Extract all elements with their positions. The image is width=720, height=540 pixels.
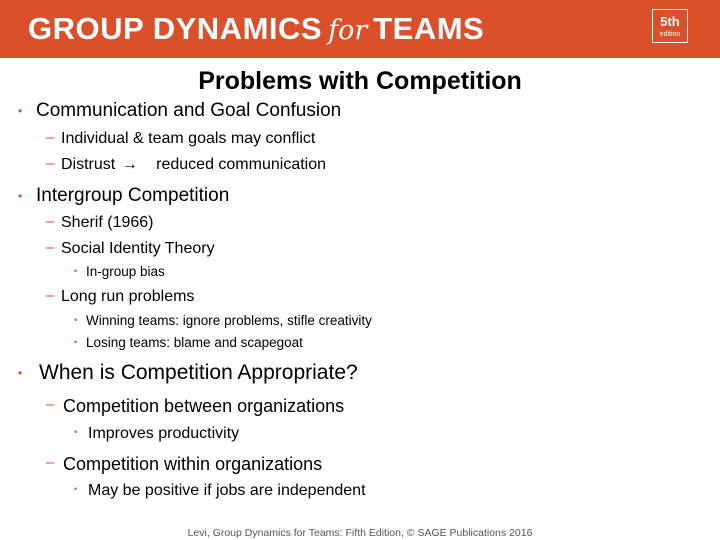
bullet-dash: –	[46, 129, 55, 146]
sub-bullet-item: Distrust → reduced communication	[61, 155, 326, 175]
book-title-part2: TEAMS	[373, 11, 485, 46]
arrow-icon: →	[121, 156, 138, 173]
bullet-item: Communication and Goal Confusion	[36, 100, 342, 121]
sub-bullet-item: Competition within organizations	[63, 454, 323, 474]
bullet-dot: •	[18, 189, 23, 203]
sub-bullet-item: Competition between organizations	[63, 396, 345, 416]
sub-bullet-item: Social Identity Theory	[61, 240, 215, 257]
sub-sub-bullet-item: Winning teams: ignore problems, stifle c…	[86, 313, 372, 328]
bullet-item: Intergroup Competition	[36, 185, 230, 206]
header-banner: GROUP DYNAMICS for TEAMS 5th edition	[0, 0, 720, 58]
bullet-dash: –	[46, 454, 55, 471]
edition-label: edition	[659, 31, 681, 38]
bullet-dash: –	[46, 287, 55, 304]
sub-bullet-item: Sherif (1966)	[61, 214, 154, 231]
bullet-dash: –	[46, 155, 55, 172]
bullet-dot-small: •	[74, 427, 78, 437]
sub-bullet-item: Long run problems	[61, 288, 195, 305]
sub-bullet-item: Individual & team goals may conflict	[61, 130, 316, 147]
bullet-dot-small: •	[74, 315, 78, 325]
sub-sub-bullet-item: May be positive if jobs are independent	[88, 482, 366, 499]
bullet-dot-small: •	[74, 337, 78, 347]
bullet-dot: •	[18, 104, 23, 118]
sub-bullet-text: Distrust	[61, 156, 116, 173]
book-title-part1: GROUP DYNAMICS	[28, 11, 323, 46]
bullet-dash: –	[46, 213, 55, 230]
bullet-dot-small: •	[74, 266, 78, 276]
bullet-dot: •	[18, 366, 23, 380]
sub-sub-bullet-item: Improves productivity	[88, 425, 240, 442]
bullet-dot-small: •	[74, 484, 78, 494]
sub-sub-bullet-item: Losing teams: blame and scapegoat	[86, 335, 303, 350]
footer-citation: Levi, Group Dynamics for Teams: Fifth Ed…	[187, 527, 533, 539]
slide-title: Problems with Competition	[198, 67, 522, 95]
book-title: GROUP DYNAMICS for TEAMS	[28, 9, 484, 51]
bullet-dash: –	[46, 396, 55, 413]
book-title-for: for	[328, 15, 368, 46]
bullet-item: When is Competition Appropriate?	[39, 361, 358, 384]
sub-sub-bullet-item: In-group bias	[86, 264, 165, 279]
bullet-dash: –	[46, 239, 55, 256]
edition-badge: 5th edition	[652, 9, 688, 43]
edition-number: 5th	[660, 14, 680, 29]
sub-bullet-text-after: reduced communication	[156, 156, 327, 173]
